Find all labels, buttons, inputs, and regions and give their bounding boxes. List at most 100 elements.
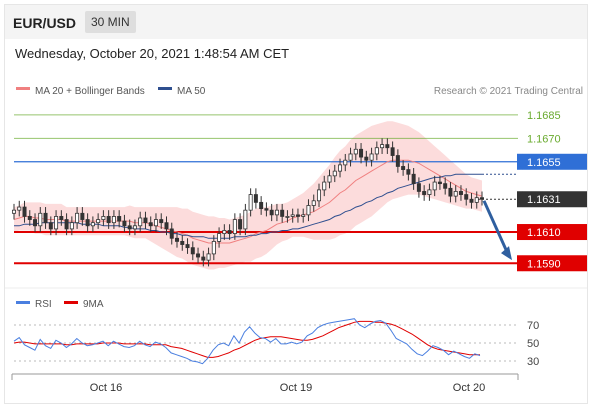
- candle: [374, 147, 379, 155]
- candle: [443, 183, 448, 189]
- support-box-4: [517, 224, 587, 241]
- candle: [479, 197, 484, 200]
- candle: [27, 216, 32, 220]
- support-box-arrow-5: [517, 255, 523, 272]
- credit-text: Research © 2021 Trading Central: [434, 86, 583, 97]
- candle: [295, 214, 300, 217]
- candle: [385, 144, 390, 149]
- candle: [69, 222, 74, 230]
- candle: [33, 219, 38, 227]
- x-tick-oct16: Oct 16: [90, 382, 122, 394]
- candle: [243, 209, 248, 230]
- candle: [122, 220, 127, 227]
- candle: [196, 253, 201, 258]
- candle: [80, 212, 85, 220]
- rsi-plot-area: 70 50 30: [13, 318, 539, 368]
- candle: [380, 144, 385, 149]
- candle: [232, 219, 237, 234]
- candle: [211, 241, 216, 255]
- forecast-arrow-head: [501, 246, 512, 261]
- legend-9ma-swatch: [64, 301, 78, 304]
- last-price-box: [517, 191, 587, 208]
- rsi-9ma-line: [13, 320, 480, 358]
- candle: [85, 219, 90, 227]
- candle: [159, 219, 164, 224]
- candle: [453, 191, 458, 197]
- candle: [422, 191, 427, 195]
- candle: [43, 212, 48, 224]
- candle: [64, 219, 69, 230]
- resistance-label-1: 1.1670: [527, 133, 561, 145]
- legend-9ma-label: 9MA: [83, 299, 104, 310]
- candle: [301, 214, 306, 217]
- candle: [464, 194, 469, 200]
- candle: [432, 181, 437, 191]
- candle: [111, 216, 116, 224]
- candle: [117, 216, 122, 222]
- candle: [90, 222, 95, 227]
- candle: [448, 187, 453, 197]
- candle: [227, 230, 232, 234]
- timestamp: Wednesday, October 20, 2021 1:48:54 AM C…: [15, 46, 290, 61]
- support-label-4: 1.1610: [527, 227, 561, 239]
- candle: [190, 247, 195, 255]
- candle: [11, 209, 16, 214]
- candle: [206, 253, 211, 261]
- candle: [406, 169, 411, 175]
- rsi-line: [13, 318, 481, 365]
- candle: [259, 201, 264, 210]
- candle: [395, 155, 400, 167]
- candle: [343, 159, 348, 166]
- candle: [96, 219, 101, 224]
- candle: [75, 212, 80, 224]
- candle: [222, 230, 227, 234]
- candle: [327, 175, 332, 183]
- pivot-label: 1.1655: [527, 157, 561, 169]
- candle: [316, 189, 321, 202]
- legend-ma20-swatch: [16, 87, 30, 90]
- candle: [169, 228, 174, 239]
- candle: [411, 173, 416, 185]
- support-box-5: [517, 255, 587, 272]
- candle: [369, 153, 374, 161]
- candle: [253, 194, 258, 203]
- candle: [364, 156, 369, 161]
- candle: [306, 205, 311, 216]
- candle: [185, 244, 190, 249]
- candle: [401, 166, 406, 170]
- candle: [217, 233, 222, 242]
- candle: [153, 219, 158, 227]
- candle: [238, 219, 243, 230]
- bollinger-band: [14, 121, 482, 270]
- candle: [311, 200, 316, 206]
- legend-ma50-label: MA 50: [177, 86, 206, 97]
- candle: [458, 191, 463, 195]
- candle: [332, 170, 337, 177]
- candle: [469, 198, 474, 203]
- candle: [148, 222, 153, 227]
- candle: [127, 225, 132, 230]
- candle: [416, 183, 421, 192]
- candle: [175, 237, 180, 242]
- candle: [390, 147, 395, 156]
- candle: [274, 209, 279, 216]
- last-price-label: 1.1631: [527, 194, 561, 206]
- rsi-tick-30: 30: [527, 356, 539, 368]
- resistance-label-0: 1.1685: [527, 110, 561, 122]
- currency-pair-title: EUR/USD: [13, 15, 77, 31]
- candle: [106, 216, 111, 224]
- support-box-arrow-4: [517, 224, 523, 241]
- chart-widget: EUR/USD 30 MIN Wednesday, October 20, 20…: [4, 4, 588, 404]
- candle: [180, 241, 185, 245]
- candle: [280, 209, 285, 217]
- timeframe-badge[interactable]: 30 MIN: [85, 11, 136, 33]
- ma20-line: [13, 159, 483, 244]
- candle: [17, 206, 22, 211]
- candle: [437, 181, 442, 185]
- last-price-box-arrow: [517, 191, 523, 208]
- candle: [132, 225, 137, 230]
- candle: [353, 148, 358, 155]
- candle: [201, 256, 206, 261]
- legend-rsi-swatch: [16, 301, 30, 304]
